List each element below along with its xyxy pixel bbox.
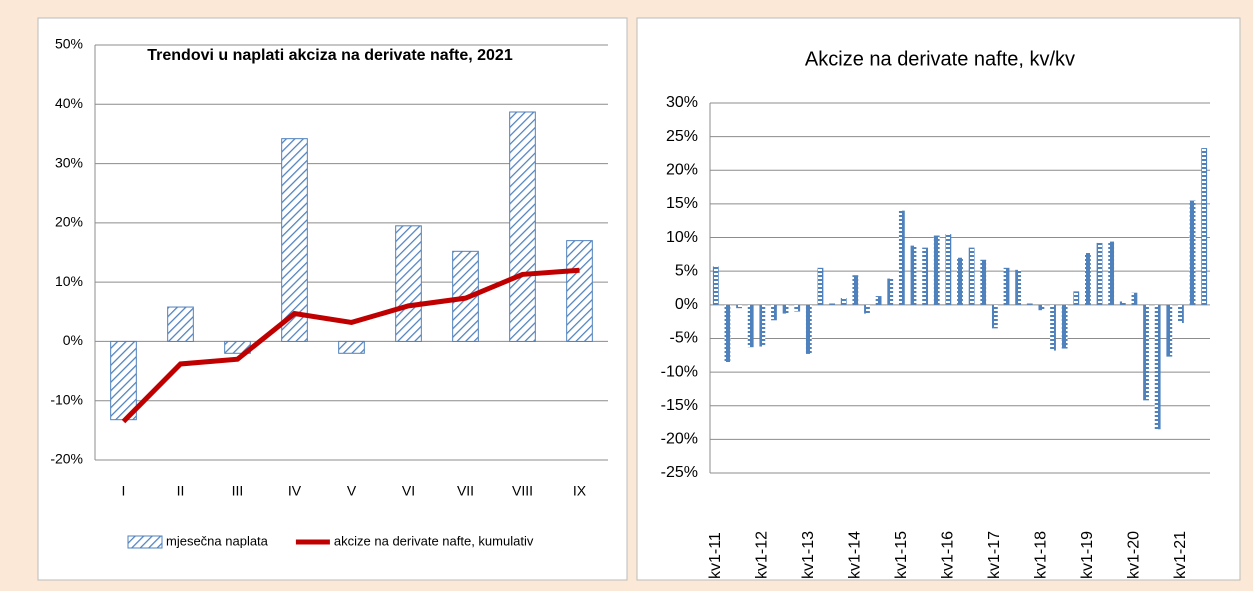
bar [968, 247, 975, 305]
bar [1201, 148, 1208, 305]
y-tick-label: 15% [666, 195, 698, 212]
bar [887, 278, 894, 305]
y-tick-label: 5% [675, 262, 698, 279]
bar [875, 296, 882, 305]
bar [864, 304, 870, 314]
bar [509, 111, 536, 342]
y-tick-label: -20% [661, 431, 698, 448]
bar [566, 240, 593, 342]
y-tick-label: 25% [666, 128, 698, 145]
x-tick-label: kv1-19 [1079, 531, 1096, 579]
bar [1038, 304, 1045, 311]
bar [1003, 267, 1010, 305]
bar [1050, 304, 1056, 351]
y-tick-label: 10% [55, 273, 83, 289]
bar [281, 138, 308, 342]
y-tick-label: -15% [661, 397, 698, 414]
x-tick-label: kv1-18 [1033, 531, 1050, 579]
bar [1131, 292, 1138, 305]
line [121, 267, 580, 424]
x-tick-label: kv1-17 [986, 531, 1003, 579]
bar [794, 304, 801, 312]
x-tick-label: IV [288, 483, 302, 499]
bar [922, 247, 929, 305]
bar [338, 340, 365, 354]
x-tick-label: II [177, 483, 185, 499]
x-tick-label: VI [402, 483, 415, 499]
bar [759, 304, 766, 347]
x-tick-label: V [347, 483, 357, 499]
chart-title: Akcize na derivate nafte, kv/kv [805, 48, 1075, 70]
bar [933, 235, 940, 305]
y-tick-label: 50% [55, 36, 83, 52]
bar [747, 304, 754, 348]
x-tick-label: VII [457, 483, 474, 499]
legend-label: akcize na derivate nafte, kumulativ [334, 533, 534, 548]
y-tick-label: -10% [50, 391, 83, 407]
x-tick-label: kv1-11 [707, 532, 724, 579]
y-tick-label: 20% [666, 161, 698, 178]
bar [395, 225, 422, 342]
bar [805, 304, 812, 354]
bar [1026, 303, 1033, 305]
y-tick-label: -20% [50, 451, 83, 467]
x-tick-label: kv1-14 [847, 531, 864, 579]
bar [829, 303, 835, 305]
bar [1178, 304, 1184, 323]
x-tick-label: kv1-13 [800, 531, 817, 579]
bar [771, 304, 777, 321]
bar [1061, 304, 1068, 349]
x-tick-label: kv1-20 [1126, 531, 1143, 579]
y-tick-label: -25% [661, 464, 698, 481]
bar [724, 304, 731, 362]
bar [991, 304, 998, 329]
bar [957, 257, 963, 305]
bar [840, 298, 847, 305]
legend-label: mjesečna naplata [166, 533, 269, 548]
bar [712, 266, 719, 305]
y-tick-label: 20% [55, 214, 83, 230]
y-tick-label: 0% [63, 332, 83, 348]
x-tick-label: III [232, 483, 244, 499]
bar [945, 234, 952, 305]
bar [1189, 200, 1196, 305]
bar [1096, 242, 1103, 305]
x-tick-label: IX [573, 483, 587, 499]
bar [1015, 269, 1022, 305]
chart-title: Trendovi u naplati akciza na derivate na… [147, 47, 513, 64]
bar [852, 275, 859, 305]
legend-swatch [127, 535, 163, 549]
bar [817, 267, 824, 305]
bar [910, 245, 917, 305]
x-tick-label: VIII [512, 483, 533, 499]
y-tick-label: 30% [666, 94, 698, 111]
x-tick-label: kv1-15 [893, 531, 910, 579]
bar [110, 340, 137, 421]
y-tick-label: 0% [675, 296, 698, 313]
bar [980, 259, 987, 305]
x-tick-label: kv1-12 [754, 531, 771, 579]
y-tick-label: 10% [666, 229, 698, 246]
bar [782, 304, 789, 314]
bar [1073, 291, 1080, 305]
bar [1108, 241, 1115, 305]
bar [1154, 304, 1161, 430]
x-tick-label: kv1-21 [1172, 531, 1189, 579]
y-tick-label: -5% [670, 330, 698, 347]
y-tick-label: 30% [55, 154, 83, 170]
x-tick-label: I [122, 483, 126, 499]
bar [1166, 304, 1173, 357]
panel [37, 17, 628, 581]
bar [167, 306, 194, 342]
x-tick-label: kv1-16 [940, 531, 957, 579]
bar [1085, 253, 1091, 305]
y-tick-label: -10% [661, 363, 698, 380]
bar [1119, 301, 1126, 305]
y-tick-label: 40% [55, 95, 83, 111]
bar [736, 304, 742, 309]
bar [1143, 304, 1149, 401]
bar [898, 210, 905, 305]
